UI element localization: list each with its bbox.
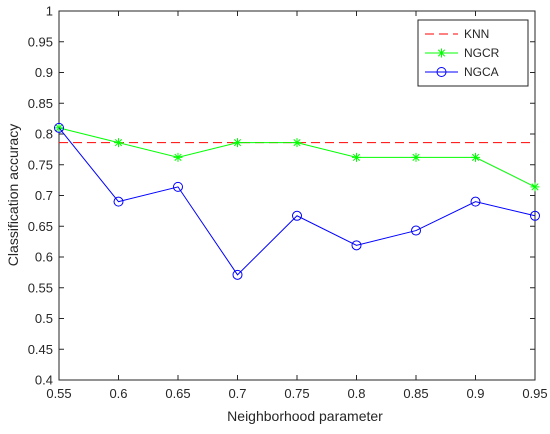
data-point-ngcr xyxy=(233,138,242,148)
x-tick-label: 0.65 xyxy=(165,386,190,401)
y-tick-label: 0.5 xyxy=(35,311,53,326)
asterisk-stroke xyxy=(531,183,539,191)
series-lines xyxy=(54,122,540,280)
asterisk-stroke xyxy=(471,153,480,161)
legend-marker-ngca xyxy=(436,67,447,77)
x-axis-title: Neighborhood parameter xyxy=(227,408,383,424)
data-point-ngcr xyxy=(352,152,361,162)
legend-marker-ngcr xyxy=(437,48,446,58)
data-point-ngcr xyxy=(114,138,123,148)
x-tick-label: 0.8 xyxy=(347,386,365,401)
y-tick-label: 0.6 xyxy=(35,250,53,265)
y-axis-title: Classification accuracy xyxy=(5,124,21,266)
data-point-ngcr xyxy=(471,152,480,162)
data-point-ngca xyxy=(351,240,362,251)
x-tick-label: 0.55 xyxy=(46,386,71,401)
x-tick-label: 0.85 xyxy=(403,386,428,401)
data-point-ngca xyxy=(232,269,243,280)
y-tick-label: 0.75 xyxy=(28,157,53,172)
y-tick-label: 0.55 xyxy=(28,280,53,295)
legend-label-ngca: NGCA xyxy=(464,65,499,79)
data-point-ngca xyxy=(113,196,124,207)
x-tick-label: 0.75 xyxy=(284,386,309,401)
y-tick-label: 0.65 xyxy=(28,219,53,234)
data-point-ngcr xyxy=(530,182,540,192)
data-point-ngcr xyxy=(411,152,421,162)
y-tick-label: 0.9 xyxy=(35,65,53,80)
series-ngcr xyxy=(54,123,540,192)
y-tick-label: 0.8 xyxy=(35,127,53,142)
asterisk-stroke xyxy=(437,49,446,57)
data-point-ngcr xyxy=(292,138,302,148)
series-ngca xyxy=(54,122,540,280)
legend-label-knn: KNN xyxy=(464,27,489,41)
data-point-ngca xyxy=(470,196,481,207)
x-tick-label: 0.7 xyxy=(228,386,246,401)
y-tick-label: 0.45 xyxy=(28,342,53,357)
legend-item-ngca: NGCA xyxy=(425,65,499,79)
y-tick-label: 0.7 xyxy=(35,188,53,203)
asterisk-stroke xyxy=(114,139,123,147)
x-tick-label: 0.6 xyxy=(109,386,127,401)
y-tick-label: 0.4 xyxy=(35,373,53,388)
y-tick-label: 0.85 xyxy=(28,96,53,111)
legend-item-knn: KNN xyxy=(425,27,489,41)
legend-item-ngcr: NGCR xyxy=(425,46,500,60)
y-axis-ticks: 0.4 0.45 0.5 0.55 0.6 0.65 0.7 0.75 0.8 0.85 0.9 0.… xyxy=(28,4,535,388)
data-point-ngca xyxy=(411,225,421,236)
asterisk-stroke xyxy=(293,139,301,147)
y-tick-label: 0.95 xyxy=(28,34,53,49)
asterisk-stroke xyxy=(352,153,361,161)
x-tick-label: 0.95 xyxy=(522,386,547,401)
data-point-ngca xyxy=(292,210,302,221)
data-point-ngcr xyxy=(173,152,183,162)
legend-label-ngcr: NGCR xyxy=(464,46,500,60)
series-line-ngca xyxy=(58,127,536,276)
y-tick-label: 1 xyxy=(46,4,53,19)
asterisk-stroke xyxy=(233,139,242,147)
asterisk-stroke xyxy=(412,153,420,161)
asterisk-stroke xyxy=(174,153,182,161)
legend: KNN NGCR NGCA xyxy=(417,19,529,87)
data-point-ngca xyxy=(530,210,540,221)
data-point-ngca xyxy=(54,122,64,133)
data-point-ngca xyxy=(173,181,183,192)
x-axis-ticks: 0.55 0.6 0.65 0.7 0.75 0.8 0.85 0.9 0.95 xyxy=(46,11,548,401)
x-tick-label: 0.9 xyxy=(466,386,484,401)
